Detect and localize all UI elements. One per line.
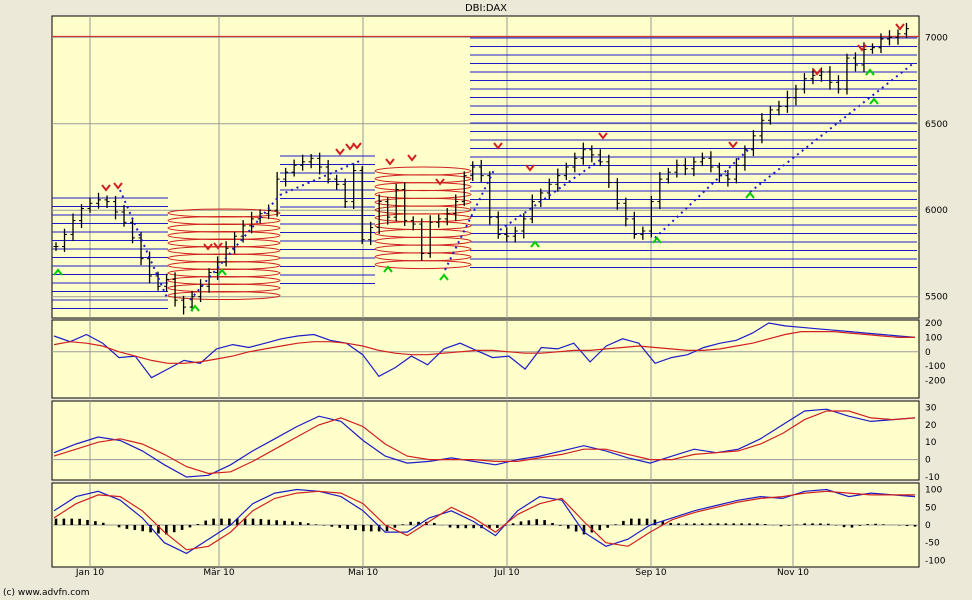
x-tick-label: Mai 10 (348, 568, 378, 578)
panel-2-bg (51, 319, 920, 399)
credit-text: (c) www.advfn.com (3, 588, 89, 598)
osc3-y-tick-label: 50 (925, 503, 937, 513)
trend-line (444, 167, 496, 271)
osc2-red-line (53, 410, 916, 475)
x-tick-label: Nov 10 (777, 568, 809, 578)
trend-line (189, 194, 281, 301)
panel-1-bg (51, 15, 920, 319)
trend-line (499, 159, 601, 231)
sell-marker (352, 142, 362, 150)
osc2-blue-line (53, 408, 916, 478)
buy-marker (53, 268, 63, 276)
sell-marker (203, 243, 213, 251)
osc3-y-tick-label: 0 (925, 521, 931, 531)
trend-line (749, 61, 916, 193)
sell-marker (857, 44, 867, 52)
osc1-y-tick-label: -100 (925, 362, 946, 372)
buy-marker (652, 236, 662, 244)
osc3-y-tick-label: 100 (925, 486, 942, 496)
ellipse-level (374, 260, 472, 270)
buy-marker (745, 191, 755, 199)
sell-marker (895, 23, 905, 31)
osc2-y-tick-label: -10 (925, 473, 940, 483)
sell-marker (598, 132, 608, 140)
buy-marker (439, 273, 449, 281)
osc3-red-line (53, 490, 915, 551)
buy-marker (190, 304, 200, 312)
osc1-red-line (53, 331, 915, 364)
sell-marker (728, 141, 738, 149)
price-y-tick-label: 5500 (925, 293, 948, 303)
chart-title: DBI:DAX (465, 3, 507, 14)
osc1-y-tick-label: -200 (925, 377, 946, 387)
sell-marker (335, 148, 345, 156)
sell-marker (525, 164, 535, 172)
sell-marker (435, 178, 445, 186)
sell-marker (345, 143, 355, 151)
x-tick-label: Sep 10 (635, 568, 667, 578)
osc3-y-tick-label: -50 (925, 539, 940, 549)
trend-line (654, 147, 751, 239)
osc1-y-tick-label: 200 (925, 319, 942, 329)
ellipse-level (167, 291, 281, 300)
osc1-blue-line (53, 322, 916, 379)
price-y-tick-label: 7000 (925, 33, 948, 43)
price-y-tick-label: 6000 (925, 206, 948, 216)
buy-marker (217, 268, 227, 276)
trend-line (119, 189, 169, 301)
osc2-y-tick-label: 10 (925, 438, 937, 448)
osc3-y-tick-label: -100 (925, 556, 946, 566)
buy-marker (865, 68, 875, 76)
sell-marker (213, 242, 223, 250)
osc2-y-tick-label: 0 (925, 456, 931, 466)
buy-marker (383, 265, 393, 273)
sell-marker (812, 68, 822, 76)
sell-marker (407, 154, 417, 162)
x-tick-label: Jan 10 (75, 568, 104, 578)
sell-marker (493, 142, 503, 150)
x-tick-label: Jul 10 (493, 568, 519, 578)
buy-marker (530, 240, 540, 248)
panel-3-bg (51, 400, 920, 481)
sell-marker (385, 158, 395, 166)
sell-marker (113, 182, 123, 190)
sell-marker (101, 184, 111, 192)
osc2-y-tick-label: 20 (925, 421, 937, 431)
osc1-y-tick-label: 100 (925, 333, 942, 343)
x-tick-label: Mär 10 (203, 568, 235, 578)
osc2-y-tick-label: 30 (925, 403, 937, 413)
buy-marker (869, 97, 879, 105)
price-y-tick-label: 6500 (925, 120, 948, 130)
osc1-y-tick-label: 0 (925, 348, 931, 358)
